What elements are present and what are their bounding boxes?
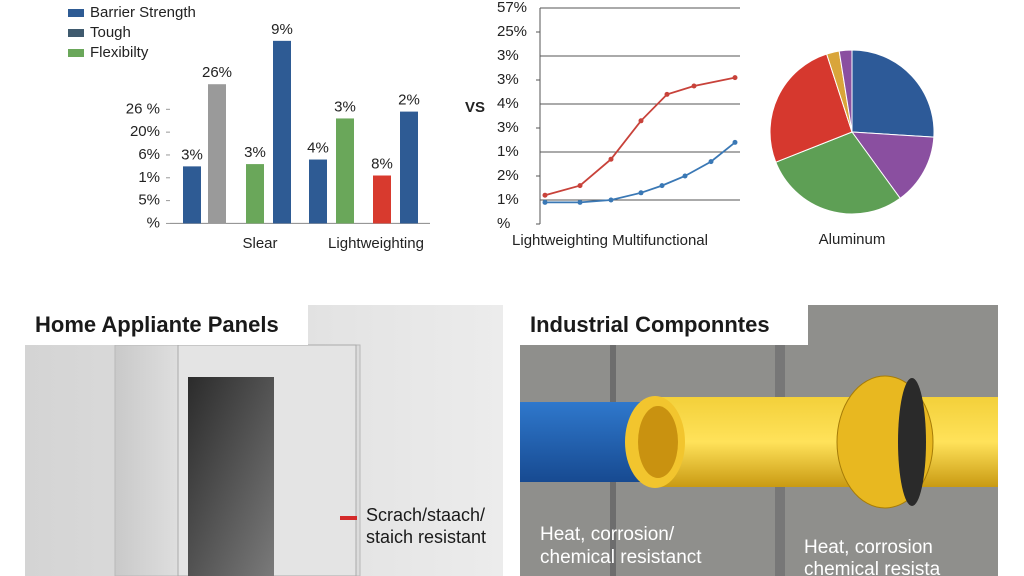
point xyxy=(608,197,614,203)
bar-label: 4% xyxy=(307,139,329,156)
note: chemical resistanct xyxy=(540,547,702,568)
line xyxy=(544,76,736,197)
appliance-window xyxy=(188,377,274,576)
note: chemical resista xyxy=(804,559,941,576)
title-box xyxy=(520,305,808,345)
point xyxy=(542,192,548,198)
gasket xyxy=(898,378,926,506)
y-tick-label: 57% xyxy=(497,0,527,16)
y-tick-label: % xyxy=(147,214,160,231)
bar-label: 3% xyxy=(181,146,203,163)
y-tick-label: 3% xyxy=(497,71,519,88)
bar xyxy=(309,159,327,224)
y-tick-label: 3% xyxy=(497,47,519,64)
pipe-hole xyxy=(638,406,678,478)
x-axis-label: Lightweighting Multifunctional xyxy=(512,232,708,249)
pie-slice xyxy=(838,49,853,133)
bar xyxy=(336,118,354,224)
bar xyxy=(183,166,201,224)
point xyxy=(659,183,665,189)
point xyxy=(577,199,583,205)
panel-title: Industrial Componntes xyxy=(530,312,770,337)
pie-slice xyxy=(775,131,901,215)
legend-swatch xyxy=(68,29,84,37)
point xyxy=(608,156,614,162)
note: Heat, corrosion/ xyxy=(540,524,675,545)
bar-label: 3% xyxy=(334,98,356,115)
point xyxy=(638,190,644,196)
y-tick-label: 3% xyxy=(497,119,519,136)
bar xyxy=(208,84,226,224)
panel-right: Industrial Componntes Heat, corrosion/ c… xyxy=(520,305,998,576)
y-tick-label: 1% xyxy=(138,169,160,186)
pie-slice xyxy=(851,49,935,138)
y-tick-label: 1% xyxy=(497,143,519,160)
y-tick-label: 4% xyxy=(497,95,519,112)
point xyxy=(542,199,548,205)
bar-label: 2% xyxy=(398,92,420,109)
pie-title: Aluminum xyxy=(819,231,886,248)
y-tick-label: 6% xyxy=(138,146,160,163)
bar xyxy=(373,175,391,224)
note: Scrach/staach/ xyxy=(366,505,485,525)
point xyxy=(664,91,670,97)
bar-label: 26% xyxy=(202,64,232,81)
y-tick-label: 5% xyxy=(138,192,160,209)
x-group-label: Lightweighting xyxy=(328,235,424,252)
point xyxy=(577,183,583,189)
pie-slice xyxy=(769,53,853,163)
legend-label: Flexibilty xyxy=(90,44,149,61)
point xyxy=(638,118,644,124)
point xyxy=(682,173,688,179)
legend-swatch xyxy=(68,49,84,57)
y-tick-label: 2% xyxy=(497,167,519,184)
bar xyxy=(273,40,291,224)
y-tick-label: 20% xyxy=(130,123,160,140)
pie-slice xyxy=(850,131,935,200)
bar xyxy=(400,111,418,224)
panel-left: Home Appliante Panels Scrach/staach/ sta… xyxy=(25,305,503,576)
point xyxy=(732,139,738,145)
point xyxy=(732,75,738,81)
note: staich resistant xyxy=(366,527,486,547)
title-box xyxy=(25,305,308,345)
y-tick-label: 1% xyxy=(497,191,519,208)
annotation: VS xyxy=(465,99,485,116)
bar xyxy=(246,164,264,224)
pipe-yellow xyxy=(650,397,998,487)
bar-label: 8% xyxy=(371,155,393,172)
x-group-label: Slear xyxy=(242,235,277,252)
legend-label: Barrier Strength xyxy=(90,4,196,21)
bar-label: 9% xyxy=(271,21,293,38)
panel-title: Home Appliante Panels xyxy=(35,312,279,337)
point xyxy=(708,159,714,165)
line xyxy=(545,141,736,204)
y-tick-label: 25% xyxy=(497,23,527,40)
y-tick-label: 26 % xyxy=(126,100,160,117)
y-tick-label: % xyxy=(497,215,510,232)
point xyxy=(691,83,697,89)
legend-swatch xyxy=(68,9,84,17)
note: Heat, corrosion xyxy=(804,537,933,558)
legend-label: Tough xyxy=(90,24,131,41)
bar-label: 3% xyxy=(244,144,266,161)
